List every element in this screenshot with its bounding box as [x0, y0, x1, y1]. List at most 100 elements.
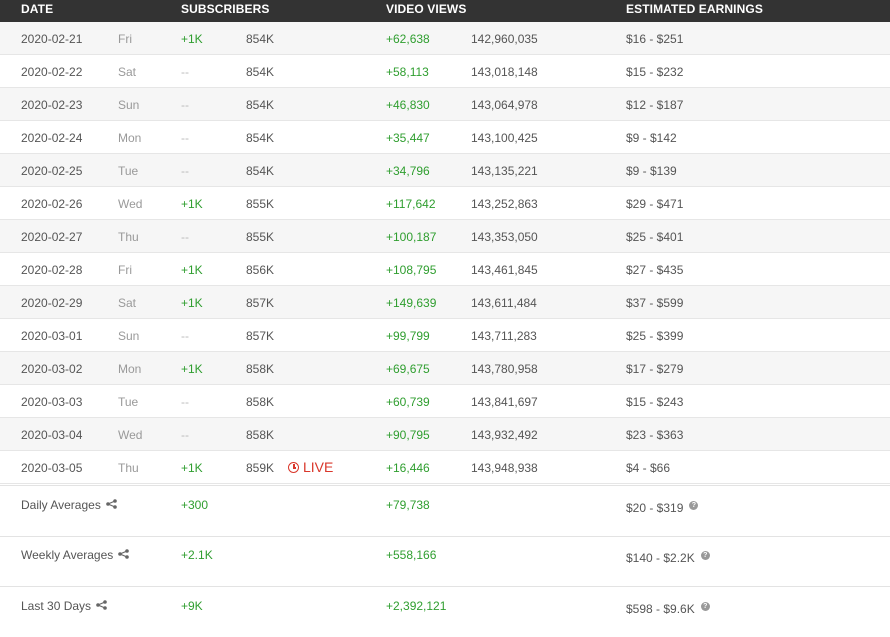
summary-label-text: Last 30 Days [21, 599, 92, 613]
row-subscribers-total: 859K [246, 461, 275, 475]
row-views-total: 143,841,697 [471, 395, 538, 409]
row-subscribers-delta: -- [181, 428, 189, 442]
header-date: DATE [21, 2, 54, 16]
row-date: 2020-02-23 [21, 98, 83, 112]
row-views-total: 143,100,425 [471, 131, 538, 145]
row-date: 2020-03-04 [21, 428, 83, 442]
header-video-views: VIDEO VIEWS [386, 2, 467, 16]
row-day-of-week: Fri [118, 263, 132, 277]
row-subscribers-delta: -- [181, 98, 189, 112]
row-views-delta: +100,187 [386, 230, 437, 244]
summary-subscribers: +2.1K [181, 548, 213, 562]
row-estimated-earnings: $29 - $471 [626, 197, 684, 211]
row-day-of-week: Thu [118, 230, 139, 244]
row-subscribers-delta: -- [181, 131, 189, 145]
row-estimated-earnings: $25 - $401 [626, 230, 684, 244]
row-subscribers-delta: +1K [181, 32, 203, 46]
row-views-total: 143,711,283 [471, 329, 537, 343]
row-date: 2020-02-29 [21, 296, 83, 310]
row-subscribers-total: 854K [246, 164, 275, 178]
row-estimated-earnings: $27 - $435 [626, 263, 684, 277]
row-subscribers-delta: +1K [181, 197, 203, 211]
share-icon[interactable] [118, 548, 130, 562]
table-row: 2020-03-05 Thu +1K 859K +16,446 143,948,938 $4… [0, 451, 890, 484]
row-subscribers-total: 856K [246, 263, 275, 277]
row-subscribers-delta: +1K [181, 263, 203, 277]
row-views-delta: +16,446 [386, 461, 430, 475]
row-subscribers-total: 855K [246, 197, 275, 211]
row-views-total: 143,064,978 [471, 98, 538, 112]
summary-subscribers: +300 [181, 498, 209, 512]
row-day-of-week: Sun [118, 329, 140, 343]
row-views-total: 143,018,148 [471, 65, 538, 79]
help-icon[interactable]: ? [700, 602, 710, 611]
row-subscribers-total: 857K [246, 329, 275, 343]
summary-views: +558,166 [386, 548, 437, 562]
row-subscribers-total: 858K [246, 395, 275, 409]
summary-divider [0, 536, 890, 537]
summary-label-text: Weekly Averages [21, 548, 114, 562]
row-subscribers-delta: -- [181, 395, 189, 409]
row-views-delta: +35,447 [386, 131, 430, 145]
row-estimated-earnings: $17 - $279 [626, 362, 684, 376]
table-row: 2020-02-27 Thu -- 855K +100,187 143,353,050 $2… [0, 220, 890, 253]
row-views-total: 143,932,492 [471, 428, 538, 442]
row-estimated-earnings: $4 - $66 [626, 461, 671, 475]
row-day-of-week: Thu [118, 461, 139, 475]
row-estimated-earnings: $23 - $363 [626, 428, 684, 442]
row-estimated-earnings: $25 - $399 [626, 329, 684, 343]
row-views-total: 143,252,863 [471, 197, 538, 211]
row-date: 2020-02-21 [21, 32, 83, 46]
row-estimated-earnings: $37 - $599 [626, 296, 684, 310]
row-day-of-week: Sat [118, 296, 137, 310]
table-header: DATE SUBSCRIBERS VIDEO VIEWS ESTIMATED E… [0, 0, 890, 22]
row-day-of-week: Sat [118, 65, 137, 79]
table-row: 2020-02-24 Mon -- 854K +35,447 143,100,425 $9 … [0, 121, 890, 154]
row-views-total: 142,960,035 [471, 32, 538, 46]
summary-label: Last 30 Days [21, 599, 107, 613]
row-views-delta: +62,638 [386, 32, 430, 46]
table-row: 2020-03-02 Mon +1K 858K +69,675 143,780,958 $1… [0, 352, 890, 385]
row-subscribers-delta: -- [181, 164, 189, 178]
row-subscribers-total: 858K [246, 428, 275, 442]
row-date: 2020-03-01 [21, 329, 83, 343]
row-subscribers-total: 854K [246, 65, 275, 79]
summary-earnings: $598 - $9.6K? [626, 602, 710, 616]
table-row: 2020-02-25 Tue -- 854K +34,796 143,135,221 $9 … [0, 154, 890, 187]
row-views-total: 143,611,484 [471, 296, 537, 310]
row-views-delta: +46,830 [386, 98, 430, 112]
share-icon[interactable] [106, 498, 117, 512]
row-views-total: 143,461,845 [471, 263, 538, 277]
row-views-delta: +58,113 [386, 65, 429, 79]
row-day-of-week: Wed [118, 197, 143, 211]
clock-icon [288, 461, 299, 473]
row-day-of-week: Tue [118, 164, 139, 178]
row-subscribers-total: 854K [246, 131, 275, 145]
help-icon[interactable]: ? [689, 501, 699, 510]
row-estimated-earnings: $15 - $232 [626, 65, 684, 79]
row-estimated-earnings: $12 - $187 [626, 98, 684, 112]
row-date: 2020-02-25 [21, 164, 83, 178]
row-subscribers-delta: -- [181, 65, 189, 79]
table-row: 2020-03-03 Tue -- 858K +60,739 143,841,697 $15… [0, 385, 890, 418]
row-date: 2020-03-05 [21, 461, 83, 475]
row-views-total: 143,353,050 [471, 230, 538, 244]
help-icon[interactable]: ? [700, 551, 710, 560]
header-estimated-earnings: ESTIMATED EARNINGS [626, 2, 763, 16]
summary-subscribers: +9K [181, 599, 203, 613]
row-views-delta: +69,675 [386, 362, 430, 376]
row-subscribers-total: 858K [246, 362, 275, 376]
summary-label-text: Daily Averages [21, 498, 101, 512]
row-day-of-week: Fri [118, 32, 132, 46]
row-date: 2020-02-27 [21, 230, 83, 244]
row-subscribers-delta: -- [181, 329, 189, 343]
row-views-total: 143,135,221 [471, 164, 538, 178]
table-row: 2020-02-29 Sat +1K 857K +149,639 143,611,484 $… [0, 286, 890, 319]
row-subscribers-total: 854K [246, 32, 275, 46]
share-icon[interactable] [96, 599, 107, 613]
summary-label: Daily Averages [21, 498, 117, 512]
row-subscribers-delta: +1K [181, 296, 203, 310]
table-row: 2020-02-26 Wed +1K 855K +117,642 143,252,863 $… [0, 187, 890, 220]
row-day-of-week: Tue [118, 395, 139, 409]
row-estimated-earnings: $15 - $243 [626, 395, 684, 409]
